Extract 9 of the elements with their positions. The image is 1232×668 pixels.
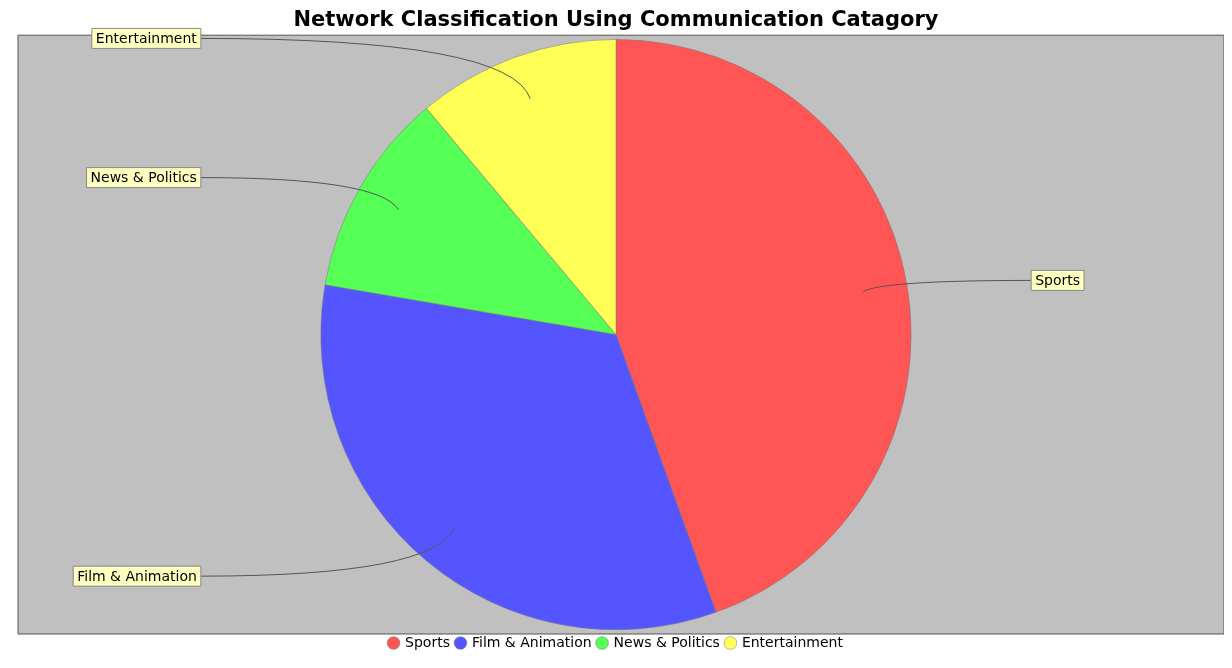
legend-label: Sports [405,633,450,650]
legend-label: News & Politics [613,633,720,650]
slice-label: Entertainment [95,30,198,47]
legend-label: Entertainment [741,633,844,650]
legend-label: Film & Animation [471,633,592,650]
slice-label: Film & Animation [77,567,197,584]
slice-label: Sports [1035,272,1081,289]
chart-title: Network Classification Using Communication Catagory [293,7,939,32]
slice-label: News & Politics [90,169,197,186]
